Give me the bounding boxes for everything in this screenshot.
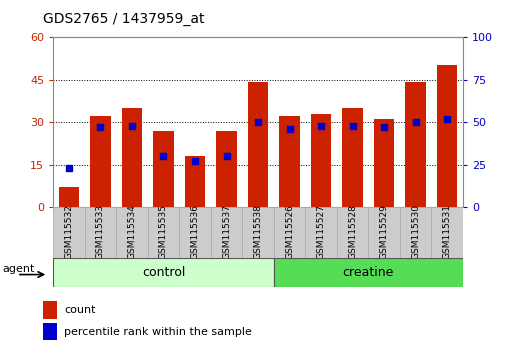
- Bar: [342, 108, 362, 207]
- Bar: [336, 207, 368, 258]
- Point: [190, 158, 198, 164]
- Text: GSM115530: GSM115530: [411, 204, 419, 259]
- Bar: [399, 207, 431, 258]
- Bar: [84, 207, 116, 258]
- Bar: [184, 156, 205, 207]
- Bar: [273, 258, 462, 287]
- Bar: [153, 131, 173, 207]
- Text: count: count: [64, 305, 95, 315]
- Text: control: control: [141, 267, 185, 279]
- Bar: [242, 207, 273, 258]
- Bar: [216, 131, 236, 207]
- Bar: [431, 207, 462, 258]
- Text: GSM115532: GSM115532: [64, 204, 73, 259]
- Bar: [368, 207, 399, 258]
- Text: GSM115526: GSM115526: [284, 204, 293, 259]
- Bar: [310, 114, 331, 207]
- Point: [348, 123, 356, 129]
- Point: [411, 119, 419, 125]
- Text: GDS2765 / 1437959_at: GDS2765 / 1437959_at: [43, 12, 204, 27]
- Text: GSM115538: GSM115538: [253, 204, 262, 259]
- Text: GSM115537: GSM115537: [222, 204, 231, 259]
- Bar: [179, 207, 211, 258]
- Bar: [436, 65, 457, 207]
- Bar: [405, 82, 425, 207]
- Point: [254, 119, 262, 125]
- Bar: [211, 207, 242, 258]
- Point: [379, 124, 387, 130]
- Bar: [279, 116, 299, 207]
- Bar: [43, 323, 57, 341]
- Point: [128, 123, 136, 129]
- Point: [96, 124, 104, 130]
- Bar: [305, 207, 336, 258]
- Text: GSM115531: GSM115531: [442, 204, 451, 259]
- Text: GSM115535: GSM115535: [159, 204, 168, 259]
- Text: agent: agent: [3, 264, 35, 274]
- Point: [65, 165, 73, 171]
- Text: GSM115527: GSM115527: [316, 204, 325, 259]
- Text: GSM115529: GSM115529: [379, 204, 388, 259]
- Bar: [122, 108, 142, 207]
- Text: GSM115528: GSM115528: [347, 204, 357, 259]
- Point: [442, 116, 450, 121]
- Bar: [53, 258, 273, 287]
- Text: GSM115533: GSM115533: [96, 204, 105, 259]
- Bar: [273, 207, 305, 258]
- Bar: [116, 207, 147, 258]
- Bar: [147, 207, 179, 258]
- Bar: [373, 119, 393, 207]
- Point: [222, 153, 230, 159]
- Point: [159, 153, 167, 159]
- Text: GSM115534: GSM115534: [127, 204, 136, 259]
- Text: GSM115536: GSM115536: [190, 204, 199, 259]
- Bar: [43, 301, 57, 319]
- Point: [285, 126, 293, 132]
- Text: creatine: creatine: [342, 267, 393, 279]
- Bar: [59, 187, 79, 207]
- Bar: [90, 116, 111, 207]
- Bar: [247, 82, 268, 207]
- Text: percentile rank within the sample: percentile rank within the sample: [64, 327, 251, 337]
- Bar: [53, 207, 84, 258]
- Point: [317, 123, 325, 129]
